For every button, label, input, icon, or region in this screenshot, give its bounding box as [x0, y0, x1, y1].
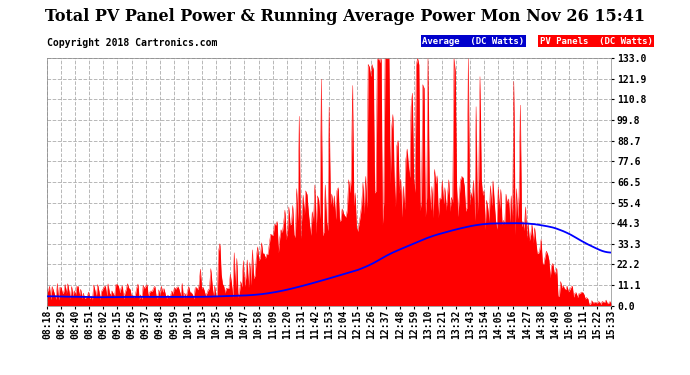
- Text: Total PV Panel Power & Running Average Power Mon Nov 26 15:41: Total PV Panel Power & Running Average P…: [45, 8, 645, 25]
- Text: Copyright 2018 Cartronics.com: Copyright 2018 Cartronics.com: [47, 38, 217, 48]
- Text: PV Panels  (DC Watts): PV Panels (DC Watts): [540, 37, 653, 46]
- Text: Average  (DC Watts): Average (DC Watts): [422, 37, 524, 46]
